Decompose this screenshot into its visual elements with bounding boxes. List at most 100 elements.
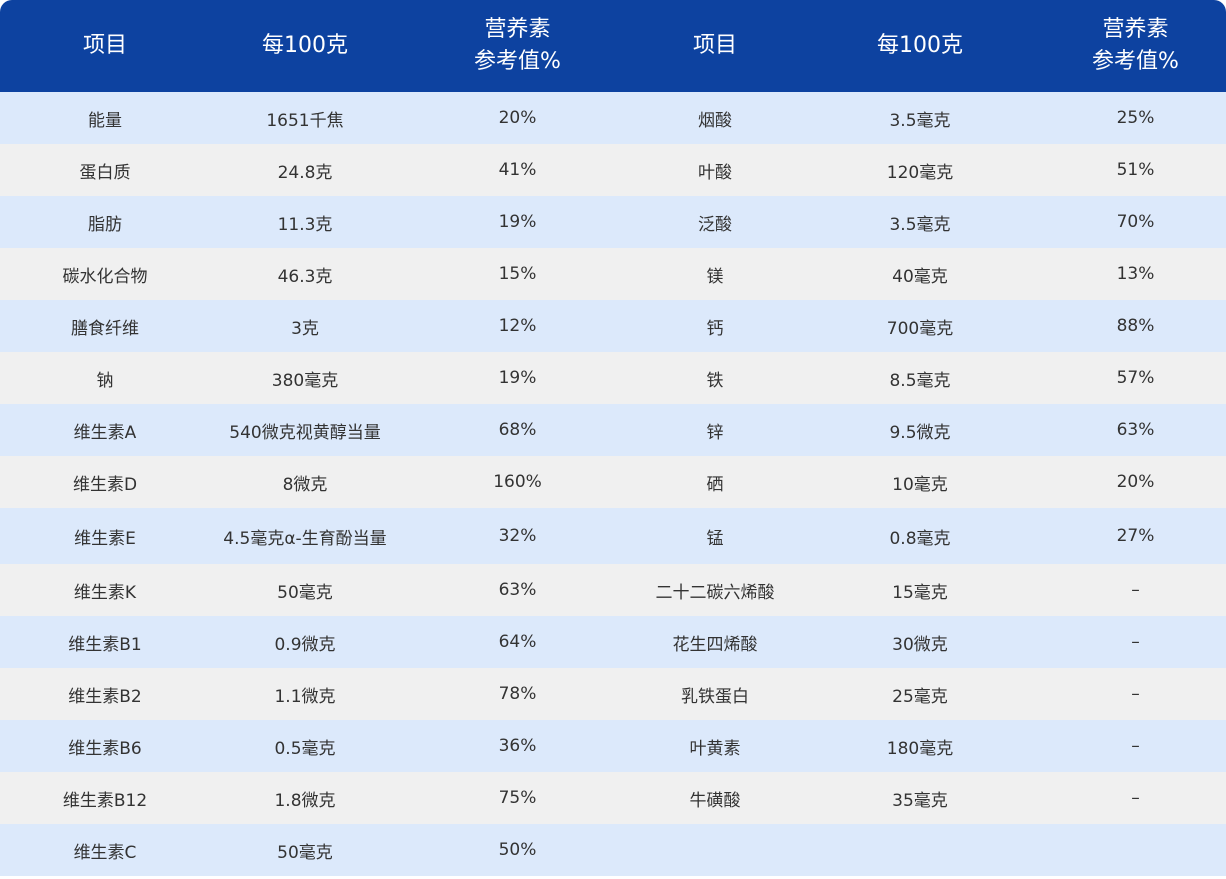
per-100g-cell-2: 25毫克 bbox=[892, 686, 948, 707]
per-100g-cell-2: 180毫克 bbox=[886, 738, 954, 759]
nrv-cell: 160% bbox=[493, 472, 542, 492]
header-nrv-2: 营养素 参考值% bbox=[1092, 17, 1179, 74]
per-100g-cell: 8微克 bbox=[282, 474, 328, 495]
item-cell-2: 二十二碳六烯酸 bbox=[655, 582, 775, 603]
item-cell: 钠 bbox=[96, 370, 114, 391]
table-row: 蛋白质 24.8克 41% 叶酸 120毫克 51% bbox=[0, 144, 1226, 196]
nrv-cell: 19% bbox=[498, 212, 537, 232]
per-100g-cell-2: 700毫克 bbox=[886, 318, 954, 339]
table-row: 维生素B12 1.8微克 75% 牛磺酸 35毫克 – bbox=[0, 772, 1226, 824]
item-cell-2 bbox=[635, 824, 795, 876]
nrv-cell-2 bbox=[1045, 824, 1226, 876]
nrv-cell: 41% bbox=[498, 160, 537, 180]
item-cell-2: 泛酸 bbox=[698, 214, 732, 235]
nrv-cell-2: – bbox=[1131, 788, 1140, 808]
nrv-cell: 20% bbox=[498, 108, 537, 128]
item-cell: 膳食纤维 bbox=[71, 318, 139, 339]
item-cell-2: 硒 bbox=[706, 474, 724, 495]
table-body: 能量 1651千焦 20% 烟酸 3.5毫克 25% 蛋白质 24.8克 41% 叶酸 120毫克 5… bbox=[0, 92, 1226, 876]
per-100g-cell-2: 30微克 bbox=[892, 634, 948, 655]
header-per-100g-2: 每100克 bbox=[877, 33, 963, 58]
item-cell-2: 乳铁蛋白 bbox=[681, 686, 749, 707]
table-row: 维生素B2 1.1微克 78% 乳铁蛋白 25毫克 – bbox=[0, 668, 1226, 720]
header-nrv: 营养素 参考值% bbox=[474, 17, 561, 74]
nrv-cell: 75% bbox=[498, 788, 537, 808]
item-cell: 脂肪 bbox=[88, 214, 122, 235]
table-row: 脂肪 11.3克 19% 泛酸 3.5毫克 70% bbox=[0, 196, 1226, 248]
item-cell: 碳水化合物 bbox=[62, 266, 148, 287]
nrv-cell-2: 51% bbox=[1116, 160, 1155, 180]
item-cell-2: 镁 bbox=[706, 266, 724, 287]
item-cell-2: 牛磺酸 bbox=[689, 790, 741, 811]
table-row: 钠 380毫克 19% 铁 8.5毫克 57% bbox=[0, 352, 1226, 404]
item-cell: 能量 bbox=[88, 110, 122, 131]
per-100g-cell: 1.1微克 bbox=[274, 686, 336, 707]
item-cell-2: 铁 bbox=[706, 370, 724, 391]
nrv-cell: 50% bbox=[498, 840, 537, 860]
nrv-cell: 68% bbox=[498, 420, 537, 440]
nrv-cell: 64% bbox=[498, 632, 537, 652]
nrv-cell-2: – bbox=[1131, 736, 1140, 756]
per-100g-cell-2: 40毫克 bbox=[892, 266, 948, 287]
item-cell: 维生素B12 bbox=[62, 790, 148, 811]
nrv-cell-2: – bbox=[1131, 684, 1140, 704]
item-cell: 维生素B2 bbox=[68, 686, 142, 707]
per-100g-cell: 1651千焦 bbox=[266, 110, 344, 131]
per-100g-cell: 540微克视黄醇当量 bbox=[229, 422, 381, 443]
item-cell-2: 叶黄素 bbox=[689, 738, 741, 759]
nrv-cell: 15% bbox=[498, 264, 537, 284]
per-100g-cell-2: 10毫克 bbox=[892, 474, 948, 495]
table-row: 维生素K 50毫克 63% 二十二碳六烯酸 15毫克 – bbox=[0, 564, 1226, 616]
item-cell-2: 锌 bbox=[706, 422, 724, 443]
table-row: 维生素A 540微克视黄醇当量 68% 锌 9.5微克 63% bbox=[0, 404, 1226, 456]
table-row: 维生素B1 0.9微克 64% 花生四烯酸 30微克 – bbox=[0, 616, 1226, 668]
nrv-cell-2: 88% bbox=[1116, 316, 1155, 336]
per-100g-cell-2: 3.5毫克 bbox=[889, 110, 951, 131]
item-cell: 维生素B6 bbox=[68, 738, 142, 759]
nrv-cell-2: 57% bbox=[1116, 368, 1155, 388]
header-item: 项目 bbox=[82, 33, 127, 58]
nrv-cell-2: 63% bbox=[1116, 420, 1155, 440]
nrv-cell: 63% bbox=[498, 580, 537, 600]
table-header: 项目 每100克 营养素 参考值% 项目 每100克 营养素 参考值% bbox=[0, 0, 1226, 92]
per-100g-cell: 11.3克 bbox=[277, 214, 333, 235]
item-cell-2: 叶酸 bbox=[698, 162, 732, 183]
per-100g-cell-2: 15毫克 bbox=[892, 582, 948, 603]
item-cell: 维生素C bbox=[73, 842, 137, 863]
item-cell: 蛋白质 bbox=[79, 162, 131, 183]
header-per-100g: 每100克 bbox=[262, 33, 348, 58]
item-cell: 维生素E bbox=[74, 528, 136, 549]
item-cell: 维生素D bbox=[72, 474, 138, 495]
per-100g-cell: 24.8克 bbox=[277, 162, 333, 183]
table-row: 维生素E 4.5毫克α-生育酚当量 32% 锰 0.8毫克 27% bbox=[0, 508, 1226, 564]
per-100g-cell: 1.8微克 bbox=[274, 790, 336, 811]
per-100g-cell: 46.3克 bbox=[277, 266, 333, 287]
item-cell: 维生素B1 bbox=[68, 634, 142, 655]
table-row: 维生素D 8微克 160% 硒 10毫克 20% bbox=[0, 456, 1226, 508]
per-100g-cell: 50毫克 bbox=[277, 842, 333, 863]
nrv-cell: 12% bbox=[498, 316, 537, 336]
nrv-cell-2: 70% bbox=[1116, 212, 1155, 232]
item-cell: 维生素A bbox=[73, 422, 137, 443]
per-100g-cell-2: 120毫克 bbox=[886, 162, 954, 183]
header-item-2: 项目 bbox=[692, 33, 737, 58]
table-row: 维生素B6 0.5毫克 36% 叶黄素 180毫克 – bbox=[0, 720, 1226, 772]
nrv-cell: 32% bbox=[498, 526, 537, 546]
per-100g-cell: 0.9微克 bbox=[274, 634, 336, 655]
table-row: 能量 1651千焦 20% 烟酸 3.5毫克 25% bbox=[0, 92, 1226, 144]
nrv-cell-2: 25% bbox=[1116, 108, 1155, 128]
nrv-cell: 19% bbox=[498, 368, 537, 388]
per-100g-cell-2 bbox=[795, 824, 1045, 876]
item-cell-2: 钙 bbox=[706, 318, 724, 339]
per-100g-cell-2: 8.5毫克 bbox=[889, 370, 951, 391]
per-100g-cell: 3克 bbox=[291, 318, 319, 339]
nrv-cell-2: – bbox=[1131, 632, 1140, 652]
item-cell-2: 花生四烯酸 bbox=[672, 634, 758, 655]
nrv-cell-2: 13% bbox=[1116, 264, 1155, 284]
per-100g-cell-2: 0.8毫克 bbox=[889, 528, 951, 549]
per-100g-cell: 50毫克 bbox=[277, 582, 333, 603]
nrv-cell-2: 20% bbox=[1116, 472, 1155, 492]
per-100g-cell-2: 3.5毫克 bbox=[889, 214, 951, 235]
table-row: 碳水化合物 46.3克 15% 镁 40毫克 13% bbox=[0, 248, 1226, 300]
